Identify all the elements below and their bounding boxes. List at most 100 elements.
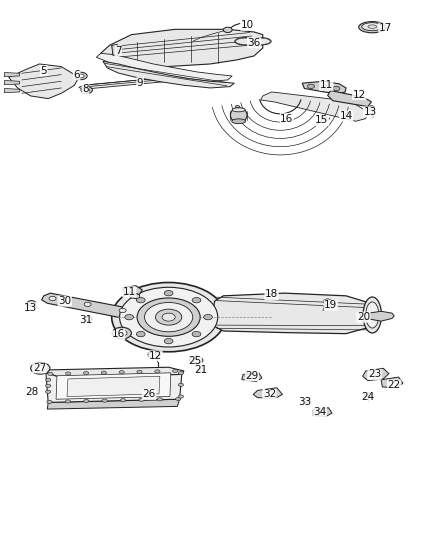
Ellipse shape [251, 38, 270, 45]
Circle shape [101, 371, 106, 374]
Circle shape [83, 316, 92, 321]
Circle shape [178, 383, 184, 386]
Text: 6: 6 [73, 70, 80, 79]
Circle shape [112, 282, 226, 352]
Circle shape [48, 373, 53, 375]
Circle shape [321, 85, 328, 89]
Text: 5: 5 [40, 66, 47, 76]
Circle shape [303, 398, 311, 403]
Circle shape [117, 330, 127, 336]
Ellipse shape [232, 119, 246, 124]
Circle shape [364, 392, 372, 398]
Text: 31: 31 [79, 315, 92, 325]
Polygon shape [47, 399, 180, 409]
Polygon shape [261, 92, 368, 122]
Circle shape [119, 308, 126, 312]
Circle shape [46, 384, 51, 387]
Circle shape [84, 88, 90, 92]
Circle shape [46, 390, 51, 393]
Text: 21: 21 [194, 366, 207, 375]
Ellipse shape [359, 21, 386, 33]
Polygon shape [101, 29, 263, 67]
Polygon shape [313, 408, 332, 416]
Circle shape [102, 399, 107, 402]
Polygon shape [123, 286, 142, 294]
Circle shape [148, 351, 160, 358]
Text: 8: 8 [82, 84, 89, 94]
Circle shape [119, 370, 124, 374]
Circle shape [65, 400, 71, 403]
Text: 16: 16 [280, 114, 293, 124]
Text: 10: 10 [241, 20, 254, 30]
Text: 17: 17 [379, 23, 392, 33]
Polygon shape [4, 72, 20, 77]
Circle shape [139, 398, 144, 401]
Circle shape [66, 372, 71, 375]
Circle shape [176, 398, 181, 401]
Circle shape [178, 372, 184, 375]
Circle shape [192, 332, 201, 337]
Text: 13: 13 [24, 303, 37, 313]
Text: 22: 22 [388, 380, 401, 390]
Circle shape [83, 372, 88, 375]
Circle shape [173, 369, 178, 373]
Text: 18: 18 [265, 289, 278, 300]
Polygon shape [79, 75, 206, 90]
Circle shape [193, 358, 200, 362]
Polygon shape [42, 293, 129, 318]
Circle shape [223, 27, 232, 33]
Circle shape [137, 370, 142, 374]
Polygon shape [242, 372, 262, 382]
Polygon shape [360, 311, 394, 321]
Ellipse shape [362, 22, 383, 31]
Ellipse shape [366, 302, 379, 328]
Circle shape [49, 296, 56, 301]
Circle shape [112, 327, 131, 339]
Circle shape [27, 301, 36, 306]
Circle shape [157, 398, 162, 401]
Circle shape [84, 399, 89, 402]
Ellipse shape [236, 38, 255, 45]
Circle shape [164, 290, 173, 296]
Text: 19: 19 [324, 300, 337, 310]
Circle shape [368, 106, 375, 110]
Circle shape [345, 112, 351, 116]
Polygon shape [328, 91, 371, 107]
Circle shape [323, 299, 332, 304]
Circle shape [145, 303, 193, 332]
Circle shape [192, 297, 201, 303]
Polygon shape [103, 61, 234, 88]
Circle shape [137, 298, 200, 336]
Text: 23: 23 [368, 369, 381, 379]
Circle shape [120, 287, 218, 347]
Ellipse shape [368, 25, 377, 28]
Text: 13: 13 [364, 107, 377, 117]
Circle shape [333, 86, 340, 91]
Text: 12: 12 [353, 90, 366, 100]
Text: 15: 15 [315, 116, 328, 125]
Text: 28: 28 [25, 387, 38, 397]
Polygon shape [96, 53, 232, 82]
Circle shape [197, 368, 204, 372]
Circle shape [46, 378, 51, 382]
Polygon shape [302, 82, 346, 94]
Text: 27: 27 [33, 363, 46, 373]
Circle shape [47, 400, 52, 403]
Circle shape [31, 362, 50, 374]
Text: 7: 7 [115, 46, 122, 55]
Text: 36: 36 [247, 38, 261, 47]
Polygon shape [56, 373, 171, 399]
Circle shape [81, 86, 92, 94]
Circle shape [125, 314, 134, 320]
Text: 26: 26 [142, 390, 155, 399]
Polygon shape [47, 367, 184, 378]
Circle shape [84, 302, 91, 306]
Text: 11: 11 [123, 287, 136, 297]
Polygon shape [9, 64, 79, 99]
Circle shape [155, 370, 160, 373]
Circle shape [190, 356, 203, 365]
Circle shape [78, 74, 84, 78]
Polygon shape [4, 80, 20, 85]
Circle shape [204, 314, 212, 320]
Text: 11: 11 [320, 80, 333, 90]
